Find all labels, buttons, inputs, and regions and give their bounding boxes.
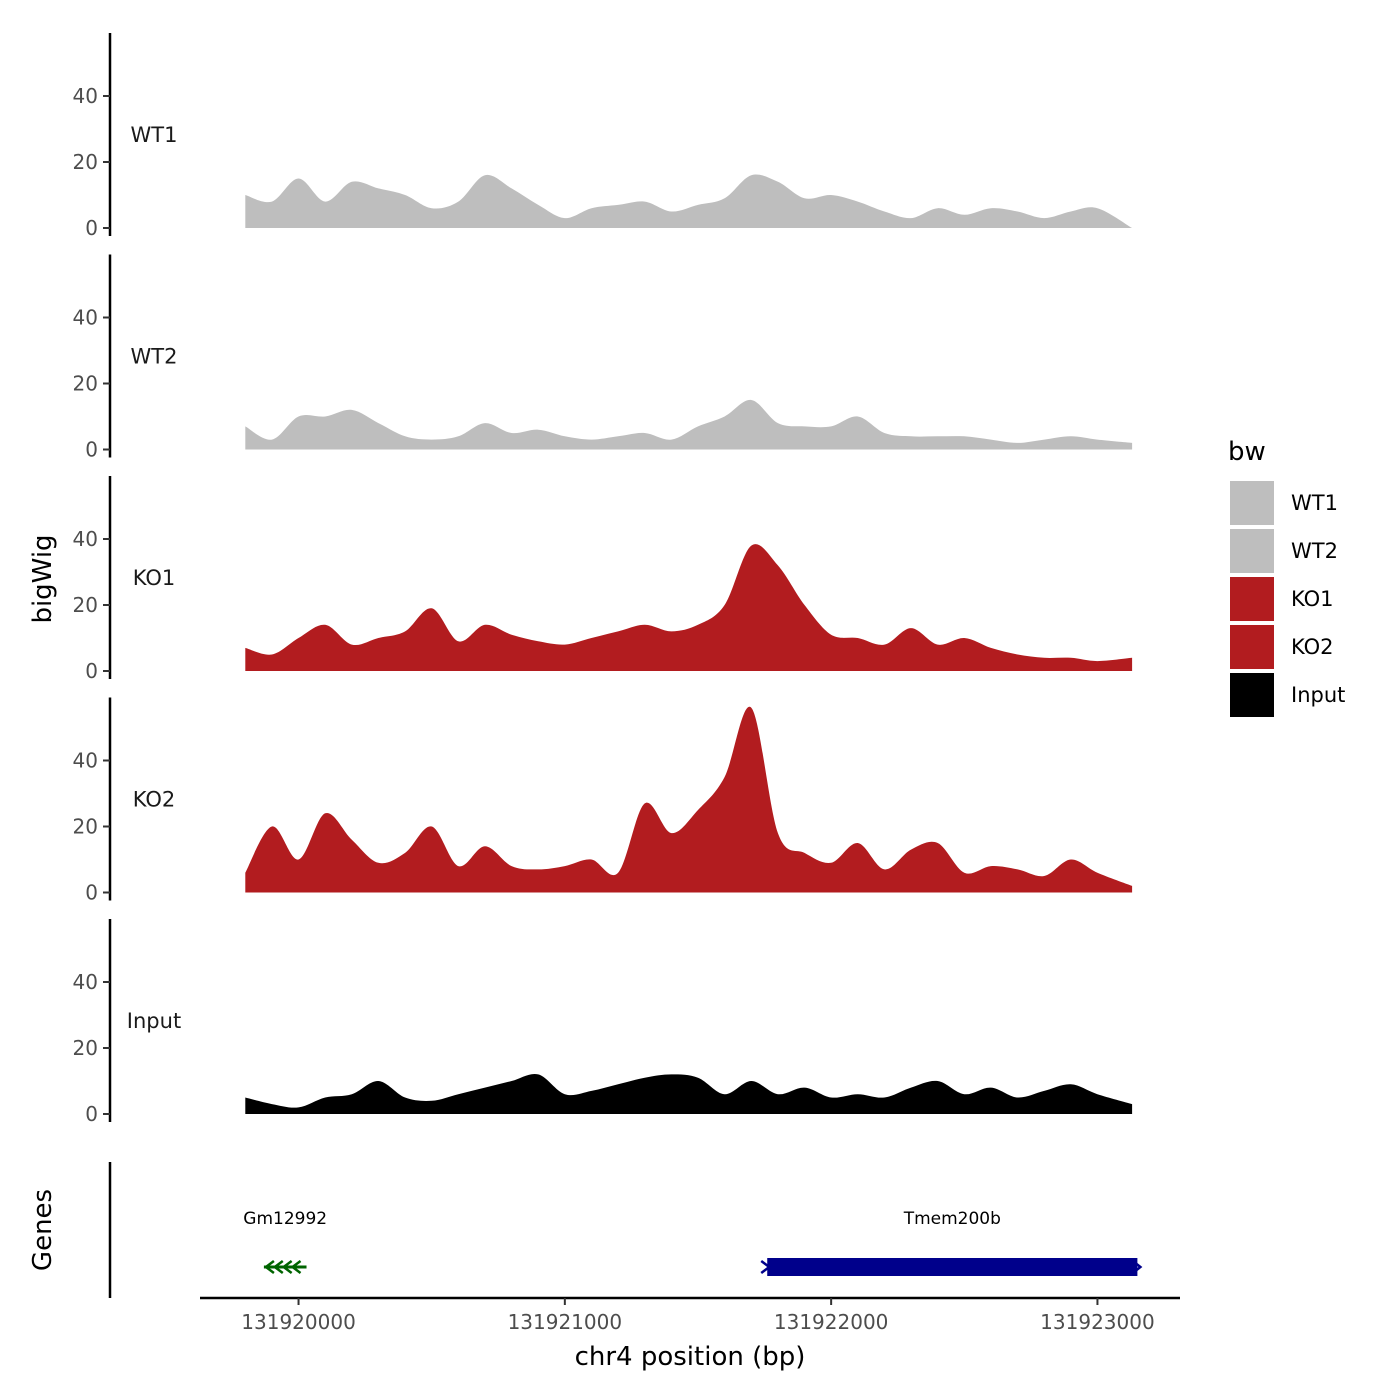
signal-area-ko2 [245,706,1133,893]
track-label: KO1 [133,566,176,590]
signal-area-ko1 [245,544,1133,671]
legend-label: WT1 [1291,491,1338,515]
y-axis-title: bigWig [28,534,58,623]
legend-label: KO1 [1291,587,1334,611]
tracks-group: 0 20 40 WT1 0 20 40 WT2 0 20 40 KO1 0 20 40 KO2 0 20 40 Inp… [73,33,1133,1126]
legend: bw WT1 WT2 KO1 KO2 Input [1228,437,1345,719]
x-axis: 131920000 131921000 131922000 131923000 [200,1296,1180,1334]
track-ko1: 0 20 40 KO1 [73,476,1133,683]
signal-area-wt2 [245,399,1133,450]
x-axis-title: chr4 position (bp) [575,1342,806,1372]
y-tick-label: 40 [73,527,98,551]
y-tick-label: 0 [85,216,98,240]
x-tick-label: 131920000 [241,1310,356,1334]
legend-item-wt2: WT2 [1228,527,1338,575]
signal-area-input [245,1073,1133,1114]
track-label: WT1 [131,123,178,147]
genes-group: Gm12992 Tmem200b [108,1162,1143,1298]
y-tick-label: 20 [73,372,98,396]
legend-item-ko1: KO1 [1228,575,1334,623]
strand-arrow [1134,1262,1143,1272]
gene-gm12992: Gm12992 [243,1209,327,1274]
gene-label: Gm12992 [243,1209,327,1229]
strand-arrow [272,1260,284,1274]
legend-item-ko2: KO2 [1228,623,1334,671]
y-tick-label: 0 [85,1102,98,1126]
legend-swatch [1228,527,1276,575]
y-tick-label: 20 [73,593,98,617]
track-label: KO2 [133,788,176,812]
legend-title: bw [1228,437,1266,467]
strand-arrow [290,1260,302,1274]
track-input: 0 20 40 Input [73,919,1133,1126]
legend-item-wt1: WT1 [1228,479,1338,527]
gene-tmem200b: Tmem200b [760,1209,1143,1276]
gene-exon [767,1258,1138,1276]
genes-axis-title: Genes [28,1189,58,1271]
legend-swatch [1228,479,1276,527]
track-wt2: 0 20 40 WT2 [73,254,1133,462]
legend-item-input: Input [1228,671,1345,719]
y-tick-label: 20 [73,1036,98,1060]
signal-area-wt1 [245,174,1133,228]
y-tick-label: 20 [73,150,98,174]
x-tick-label: 131923000 [1040,1310,1155,1334]
gene-label: Tmem200b [903,1209,1001,1229]
y-tick-label: 40 [73,306,98,330]
strand-arrow [281,1260,293,1274]
strand-arrow [760,1260,772,1274]
legend-swatch [1228,575,1276,623]
track-wt1: 0 20 40 WT1 [73,33,1133,240]
legend-label: KO2 [1291,635,1334,659]
x-tick-label: 131921000 [508,1310,623,1334]
y-tick-label: 20 [73,815,98,839]
legend-swatch [1228,671,1276,719]
x-tick-label: 131922000 [774,1310,889,1334]
track-label: Input [127,1009,181,1033]
strand-arrow [263,1260,275,1274]
legend-swatch [1228,623,1276,671]
y-tick-label: 40 [73,84,98,108]
y-tick-label: 0 [85,659,98,683]
legend-label: Input [1291,683,1345,707]
legend-label: WT2 [1291,539,1338,563]
y-tick-label: 0 [85,881,98,905]
y-tick-label: 40 [73,970,98,994]
track-label: WT2 [131,345,178,369]
y-tick-label: 40 [73,749,98,773]
track-ko2: 0 20 40 KO2 [73,697,1133,905]
y-tick-label: 0 [85,438,98,462]
